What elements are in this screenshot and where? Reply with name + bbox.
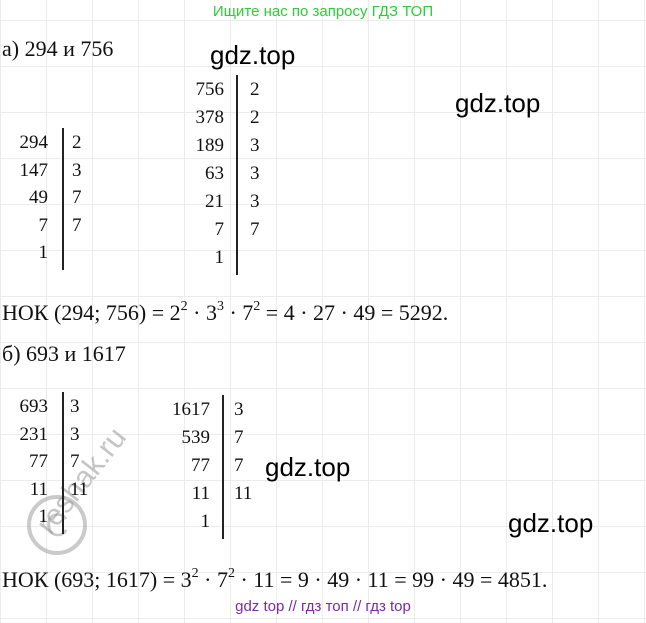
dividend: 63: [205, 163, 224, 184]
problem-heading: а) 294 и 756: [2, 36, 114, 61]
factor: 7: [250, 219, 260, 240]
formula-text: · 11 = 9 · 49 · 11 = 99 · 49 = 4851.: [234, 567, 548, 592]
formula-text: · 3: [187, 300, 217, 325]
dividend: 49: [29, 187, 48, 208]
division-line: [236, 75, 238, 275]
lcm-formula: НОК (693; 1617) = 32 · 72 · 11 = 9 · 49 …: [2, 565, 548, 593]
factor: 2: [72, 132, 82, 153]
factor: 3: [250, 191, 260, 212]
dividend: 7: [38, 214, 49, 236]
factor: 7: [72, 187, 82, 208]
dividend: 539: [181, 427, 211, 448]
factor: 2: [250, 79, 260, 100]
dividend: 147: [19, 159, 49, 181]
exponent: 2: [191, 565, 199, 581]
division-line: [62, 392, 64, 534]
exponent: 2: [253, 298, 261, 314]
dividend: 7: [214, 219, 225, 240]
dividend: 1: [38, 242, 49, 263]
watermark: gdz.top: [508, 508, 594, 538]
factor: 3: [250, 135, 260, 156]
dividend: 21: [205, 191, 224, 212]
dividend: 756: [195, 79, 225, 100]
division-line: [62, 128, 64, 270]
formula-text: · 7: [198, 567, 228, 592]
dividend: 231: [19, 423, 49, 445]
dividend: 77: [29, 451, 48, 472]
exponent: 2: [180, 298, 188, 314]
factor: 3: [70, 396, 80, 417]
watermark: gdz.top: [455, 88, 541, 118]
factor: 3: [72, 159, 82, 181]
dividend: 189: [195, 135, 225, 156]
dividend: 1617: [172, 399, 210, 420]
dividend: 11: [191, 483, 210, 504]
factor: 3: [70, 423, 80, 445]
dividend: 77: [191, 455, 210, 476]
factor: 7: [234, 427, 244, 448]
formula-text: = 4 · 27 · 49 = 5292.: [260, 300, 449, 325]
factor: 2: [250, 107, 260, 128]
footer: gdz top // гдз топ // гдз top: [235, 598, 411, 615]
watermark: gdz.top: [210, 40, 296, 70]
factor: 7: [72, 214, 82, 236]
watermark: gdz.top: [265, 452, 351, 482]
factor: 11: [70, 478, 89, 500]
factor: 7: [234, 455, 244, 476]
factor: 3: [250, 163, 260, 184]
formula-text: НОК (294; 756) = 2: [2, 300, 181, 325]
exponent: 2: [227, 565, 235, 581]
formula-text: НОК (693; 1617) = 3: [2, 567, 192, 592]
formula-text: · 7: [223, 300, 254, 325]
dividend: 1: [200, 511, 211, 532]
dividend: 378: [195, 107, 225, 128]
banner: Ищите нас по запросу ГДЗ ТОП: [212, 3, 434, 20]
factor: 7: [70, 451, 80, 472]
dividend: 1: [38, 506, 49, 527]
lcm-formula: НОК (294; 756) = 22 · 33 · 72 = 4 · 27 ·…: [2, 298, 449, 326]
factor: 3: [234, 399, 244, 420]
dividend: 11: [29, 478, 48, 500]
dividend: 294: [19, 132, 49, 153]
exponent: 3: [216, 298, 224, 314]
problem-heading: б) 693 и 1617: [2, 341, 126, 366]
dividend: 693: [19, 396, 49, 417]
dividend: 1: [214, 247, 225, 268]
factor: 11: [234, 483, 253, 504]
division-line: [222, 395, 224, 539]
